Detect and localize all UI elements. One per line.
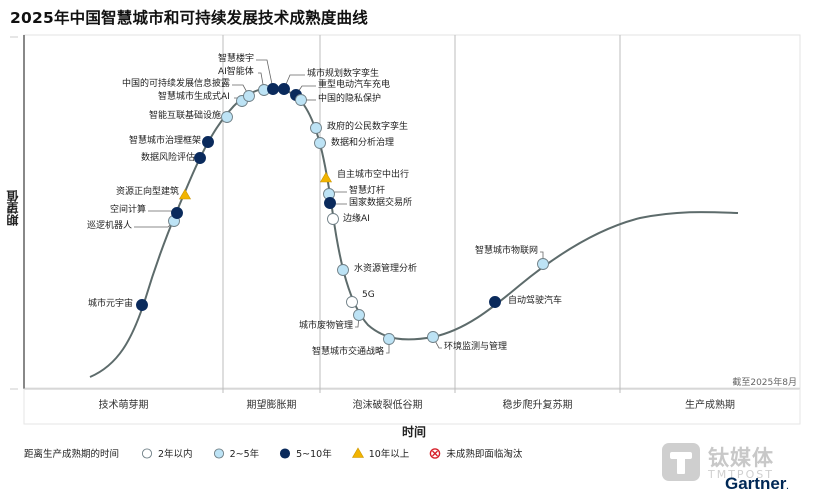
triangle-marker-icon	[319, 171, 333, 183]
technology-label: 数据和分析治理	[331, 138, 395, 148]
tmtpost-name-en: TMTPOST	[708, 468, 774, 481]
technology-markers	[136, 83, 549, 345]
legend-label: 未成熟即面临淘汰	[446, 449, 523, 460]
circle-marker-icon	[136, 299, 148, 311]
circle-marker-icon	[324, 197, 336, 209]
hype-curve	[89, 86, 739, 378]
circle-marker-icon	[353, 309, 365, 321]
phase-label: 技术萌芽期	[98, 400, 149, 411]
technology-label: 智慧城市生成式AI	[158, 92, 230, 102]
technology-label: 智慧城市物联网	[475, 246, 539, 256]
technology-label: 城市规划数字孪生	[307, 69, 380, 79]
legend-item: 2年以内	[141, 446, 193, 460]
circle-marker-icon	[221, 111, 233, 123]
phase-label: 泡沫破裂低谷期	[352, 400, 423, 411]
technology-label: 资源正向型建筑	[116, 187, 180, 197]
technology-label: 巡逻机器人	[87, 221, 133, 231]
circle-marker-icon	[346, 296, 358, 308]
obsolete-legend-icon	[430, 448, 441, 459]
technology-label: 5G	[362, 290, 375, 300]
legend-item: 5~10年	[279, 446, 332, 460]
circle-marker-icon	[280, 448, 291, 459]
legend-label: 2年以内	[158, 449, 193, 460]
technology-label: 国家数据交易所	[349, 198, 413, 208]
technology-label: 智慧城市治理框架	[129, 136, 202, 146]
triangle-marker-icon	[351, 447, 364, 458]
legend-item: 10年以上	[351, 446, 410, 460]
technology-label: 自动驾驶汽车	[508, 296, 563, 306]
circle-marker-icon	[278, 83, 290, 95]
technology-label: 城市废物管理	[299, 321, 354, 331]
as-of-date: 截至2025年8月	[732, 378, 797, 388]
technology-label: 智慧楼宇	[218, 54, 255, 64]
circle-marker-icon	[537, 258, 549, 270]
circle-marker-icon	[267, 83, 279, 95]
legend-item: 未成熟即面临淘汰	[429, 446, 522, 460]
technology-label: 空间计算	[110, 205, 147, 215]
years_2_5-legend-icon	[213, 448, 224, 459]
circle-marker-icon	[213, 448, 224, 459]
years_5_10-legend-icon	[280, 448, 291, 459]
technology-label: 城市元宇宙	[88, 299, 134, 309]
circle-marker-icon	[489, 296, 501, 308]
gartner-logo: Gartner.	[725, 474, 789, 493]
triangle-marker-icon	[178, 188, 192, 200]
phase-label: 期望膨胀期	[246, 400, 297, 411]
technology-label: 中国的可持续发展信息披露	[122, 79, 231, 89]
x-axis-label: 时间	[402, 425, 427, 439]
phase-dividers	[222, 35, 621, 393]
technology-label: 自主城市空中出行	[337, 170, 410, 180]
circle-marker-icon	[427, 331, 439, 343]
chart-title: 2025年中国智慧城市和可持续发展技术成熟度曲线	[10, 9, 368, 27]
technology-label: 环境监测与管理	[444, 342, 508, 352]
tmtpost-name-cn: 钛媒体	[708, 446, 774, 470]
technology-label: 边缘AI	[343, 214, 370, 224]
circle-marker-icon	[327, 213, 339, 225]
x-circle-marker-icon	[430, 448, 441, 459]
y-axis-label: 期望值	[6, 190, 20, 226]
within_2_years-legend-icon	[141, 448, 153, 459]
technology-label: 水资源管理分析	[354, 264, 418, 274]
technology-label: 智慧城市交通战略	[312, 347, 385, 357]
tmtpost-watermark: 钛媒体 TMTPOST	[662, 440, 812, 498]
circle-marker-icon	[295, 94, 307, 106]
technology-label: 重型电动汽车充电	[318, 80, 391, 90]
circle-marker-icon	[194, 152, 206, 164]
technology-label: 智能互联基础设施	[149, 111, 222, 121]
legend-label: 5~10年	[296, 449, 332, 460]
technology-label: AI智能体	[218, 67, 254, 77]
technology-label: 数据风险评估	[141, 153, 196, 163]
legend-item: 2~5年	[213, 446, 260, 460]
circle-marker-icon	[337, 264, 349, 276]
legend-label: 10年以上	[368, 449, 410, 460]
technology-label: 智慧灯杆	[349, 186, 386, 196]
circle-marker-icon	[141, 448, 153, 459]
circle-marker-icon	[171, 207, 183, 219]
tmtpost-logo-icon	[662, 443, 700, 481]
more_than_10-legend-icon	[351, 447, 364, 458]
circle-marker-icon	[314, 137, 326, 149]
legend-title: 距离生产成熟期的时间	[24, 449, 120, 460]
legend-label: 2~5年	[229, 449, 260, 460]
phase-label: 稳步爬升复苏期	[502, 400, 573, 411]
circle-marker-icon	[202, 136, 214, 148]
technology-label: 政府的公民数字孪生	[327, 122, 409, 132]
circle-marker-icon	[310, 122, 322, 134]
circle-marker-icon	[243, 90, 255, 102]
circle-marker-icon	[383, 333, 395, 345]
phase-label: 生产成熟期	[685, 400, 735, 411]
technology-label: 中国的隐私保护	[318, 94, 382, 104]
legend: 距离生产成熟期的时间 2年以内 2~5年 5~10年 10年以上 未成熟即面临淘汰	[24, 446, 542, 460]
phase-band	[23, 388, 801, 425]
